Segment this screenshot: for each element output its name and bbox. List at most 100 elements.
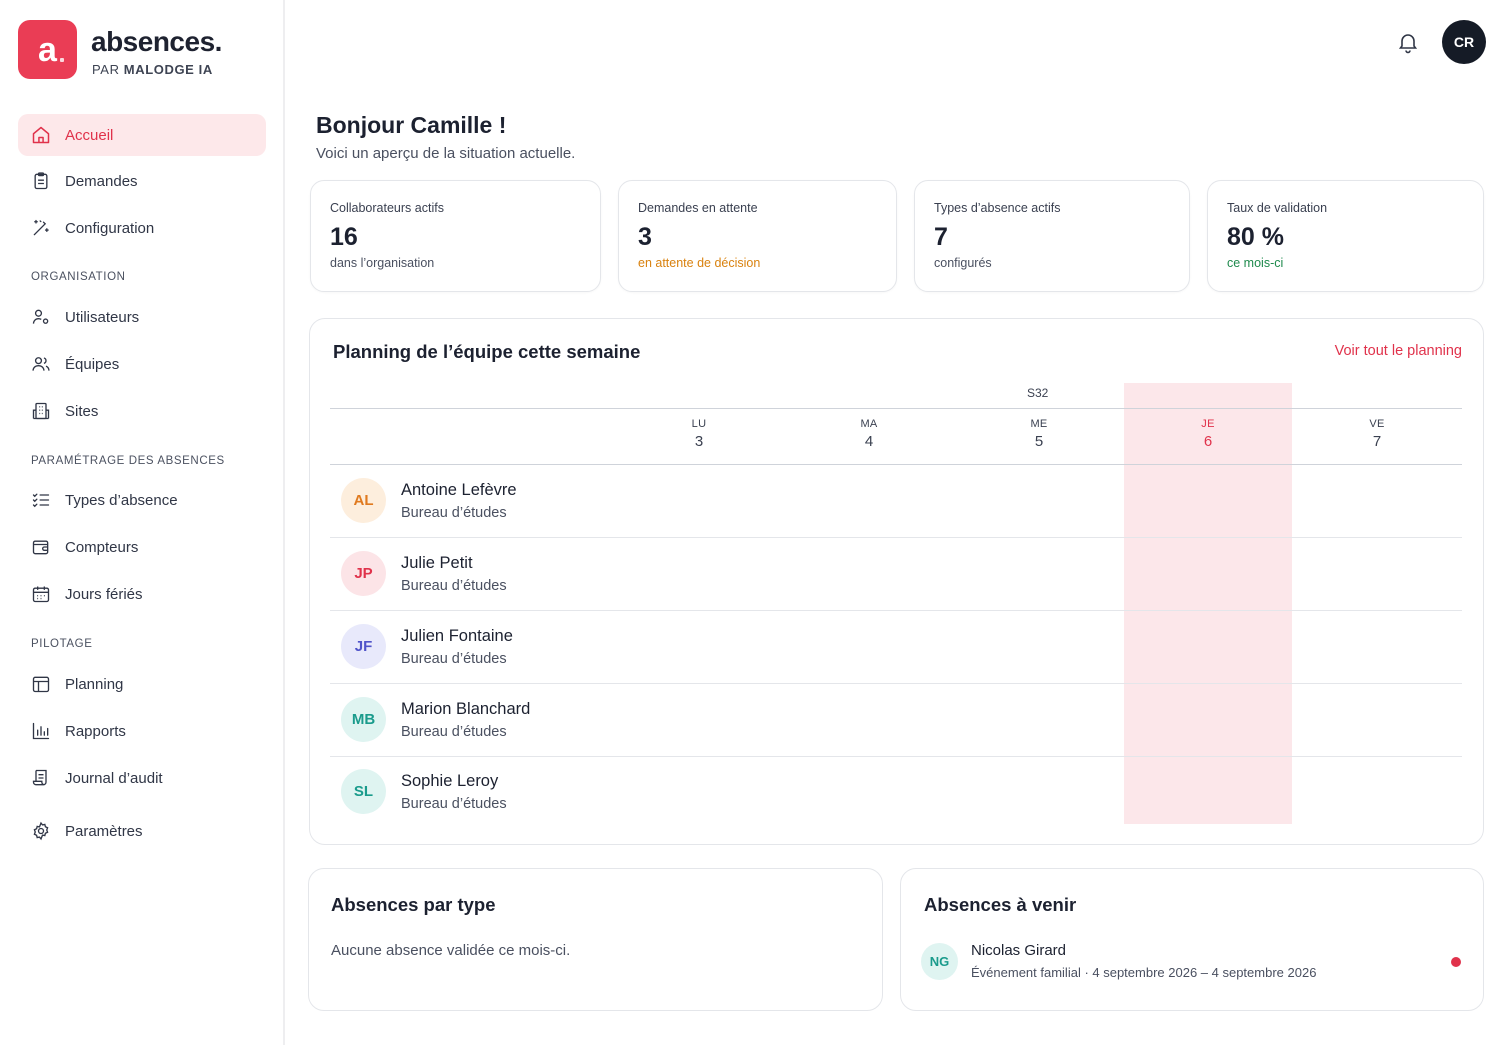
row-divider — [330, 464, 1462, 465]
wand-icon — [31, 218, 51, 238]
nav-item-jours-feries[interactable]: Jours fériés — [18, 573, 266, 615]
member-avatar: MB — [341, 697, 386, 742]
planning-icon — [31, 674, 51, 694]
stat-sub: dans l’organisation — [330, 256, 435, 270]
day-header-ve: VE 7 — [1347, 418, 1407, 450]
day-name: ME — [1030, 418, 1048, 430]
stat-sub: en attente de décision — [638, 256, 761, 270]
logo-letter: a — [38, 30, 57, 69]
day-number: 6 — [1203, 433, 1213, 450]
notification-bell-icon[interactable] — [1396, 30, 1420, 54]
nav-item-sites[interactable]: Sites — [18, 390, 266, 432]
nav-item-equipes[interactable]: Équipes — [18, 343, 266, 385]
nav-item-utilisateurs[interactable]: Utilisateurs — [18, 296, 266, 338]
brand-subtitle: PAR MALODGE IA — [92, 62, 213, 77]
planning-title: Planning de l’équipe cette semaine — [333, 341, 641, 362]
member-dept: Bureau d’études — [401, 796, 507, 812]
section-label-organisation: ORGANISATION — [31, 271, 126, 283]
section-label-pilotage: PILOTAGE — [31, 638, 93, 650]
member-dept: Bureau d’études — [401, 651, 507, 667]
stat-label: Types d’absence actifs — [934, 201, 1061, 215]
nav-label: Planning — [65, 675, 124, 693]
nav-label: Équipes — [65, 355, 120, 373]
day-number: 5 — [1034, 433, 1044, 450]
day-header-me: ME 5 — [1009, 418, 1069, 450]
member-avatar: SL — [341, 769, 386, 814]
app-logo[interactable]: a — [18, 20, 77, 79]
day-header-je: JE 6 — [1178, 418, 1238, 450]
empty-state-message: Aucune absence validée ce mois-ci. — [331, 942, 571, 959]
member-name[interactable]: Antoine Lefèvre — [401, 481, 517, 499]
upcoming-avatar: NG — [921, 943, 958, 980]
stat-value: 7 — [934, 223, 948, 251]
upcoming-name[interactable]: Nicolas Girard — [971, 942, 1067, 959]
nav-item-journal-audit[interactable]: Journal d’audit — [18, 757, 266, 799]
absences-by-type-panel: Absences par type — [308, 868, 883, 1011]
nav-item-demandes[interactable]: Demandes — [18, 160, 266, 202]
wallet-icon — [31, 537, 51, 557]
nav-label: Jours fériés — [65, 585, 143, 603]
day-name: VE — [1369, 418, 1385, 430]
member-avatar: AL — [341, 478, 386, 523]
member-dept: Bureau d’études — [401, 578, 507, 594]
gear-icon — [31, 821, 51, 841]
stat-value: 16 — [330, 223, 358, 251]
day-header-ma: MA 4 — [839, 418, 899, 450]
day-number: 4 — [864, 433, 874, 450]
stat-card-demandes-attente[interactable]: Demandes en attente 3 en attente de déci… — [618, 180, 897, 292]
nav-label: Sites — [65, 402, 99, 420]
header-divider — [330, 408, 1462, 409]
nav-label: Configuration — [65, 219, 155, 237]
member-name[interactable]: Marion Blanchard — [401, 700, 531, 718]
day-number: 3 — [694, 433, 704, 450]
row-divider — [330, 537, 1462, 538]
list-check-icon — [31, 490, 51, 510]
brand-name: absences. — [91, 26, 222, 57]
row-divider — [330, 756, 1462, 757]
bar-chart-icon — [31, 721, 51, 741]
member-name[interactable]: Sophie Leroy — [401, 772, 499, 790]
user-gear-icon — [31, 307, 51, 327]
clipboard-icon — [31, 171, 51, 191]
nav-item-accueil[interactable]: Accueil — [18, 114, 266, 156]
week-label: S32 — [1027, 386, 1049, 400]
member-avatar: JP — [341, 551, 386, 596]
user-avatar[interactable]: CR — [1442, 20, 1486, 64]
nav-item-parametres[interactable]: Paramètres — [18, 810, 266, 852]
upcoming-detail: Événement familial · 4 septembre 2026 – … — [971, 965, 1317, 980]
member-avatar: JF — [341, 624, 386, 669]
stat-label: Collaborateurs actifs — [330, 201, 444, 215]
stat-sub: ce mois-ci — [1227, 256, 1284, 270]
nav-label: Rapports — [65, 722, 126, 740]
stat-sub: configurés — [934, 256, 992, 270]
status-dot — [1451, 957, 1461, 967]
nav-label: Journal d’audit — [65, 769, 163, 787]
nav-label: Paramètres — [65, 822, 143, 840]
stat-label: Demandes en attente — [638, 201, 758, 215]
day-number: 7 — [1372, 433, 1382, 450]
page-title: Bonjour Camille ! — [316, 112, 507, 138]
view-all-planning-link[interactable]: Voir tout le planning — [1334, 343, 1462, 359]
day-name: JE — [1201, 418, 1215, 430]
stat-card-taux-validation: Taux de validation 80 % ce mois-ci — [1207, 180, 1484, 292]
section-label-parametrage: PARAMÉTRAGE DES ABSENCES — [31, 455, 225, 467]
upcoming-absences-panel: Absences à venir — [900, 868, 1484, 1011]
nav-label: Compteurs — [65, 538, 139, 556]
member-name[interactable]: Julie Petit — [401, 554, 473, 572]
nav-label: Demandes — [65, 172, 138, 190]
nav-item-compteurs[interactable]: Compteurs — [18, 526, 266, 568]
users-icon — [31, 354, 51, 374]
nav-item-types-absence[interactable]: Types d’absence — [18, 479, 266, 521]
home-icon — [31, 125, 51, 145]
brand-sub-bold: MALODGE IA — [123, 62, 213, 77]
today-column-highlight — [1124, 383, 1292, 824]
sidebar: a absences. PAR MALODGE IA Accueil Deman… — [0, 0, 285, 1045]
member-name[interactable]: Julien Fontaine — [401, 627, 513, 645]
upcoming-absences-title: Absences à venir — [924, 894, 1077, 915]
nav-item-rapports[interactable]: Rapports — [18, 710, 266, 752]
nav-label: Utilisateurs — [65, 308, 140, 326]
stat-value: 80 % — [1227, 223, 1284, 251]
day-name: MA — [860, 418, 878, 430]
nav-item-configuration[interactable]: Configuration — [18, 207, 266, 249]
nav-item-planning[interactable]: Planning — [18, 663, 266, 705]
